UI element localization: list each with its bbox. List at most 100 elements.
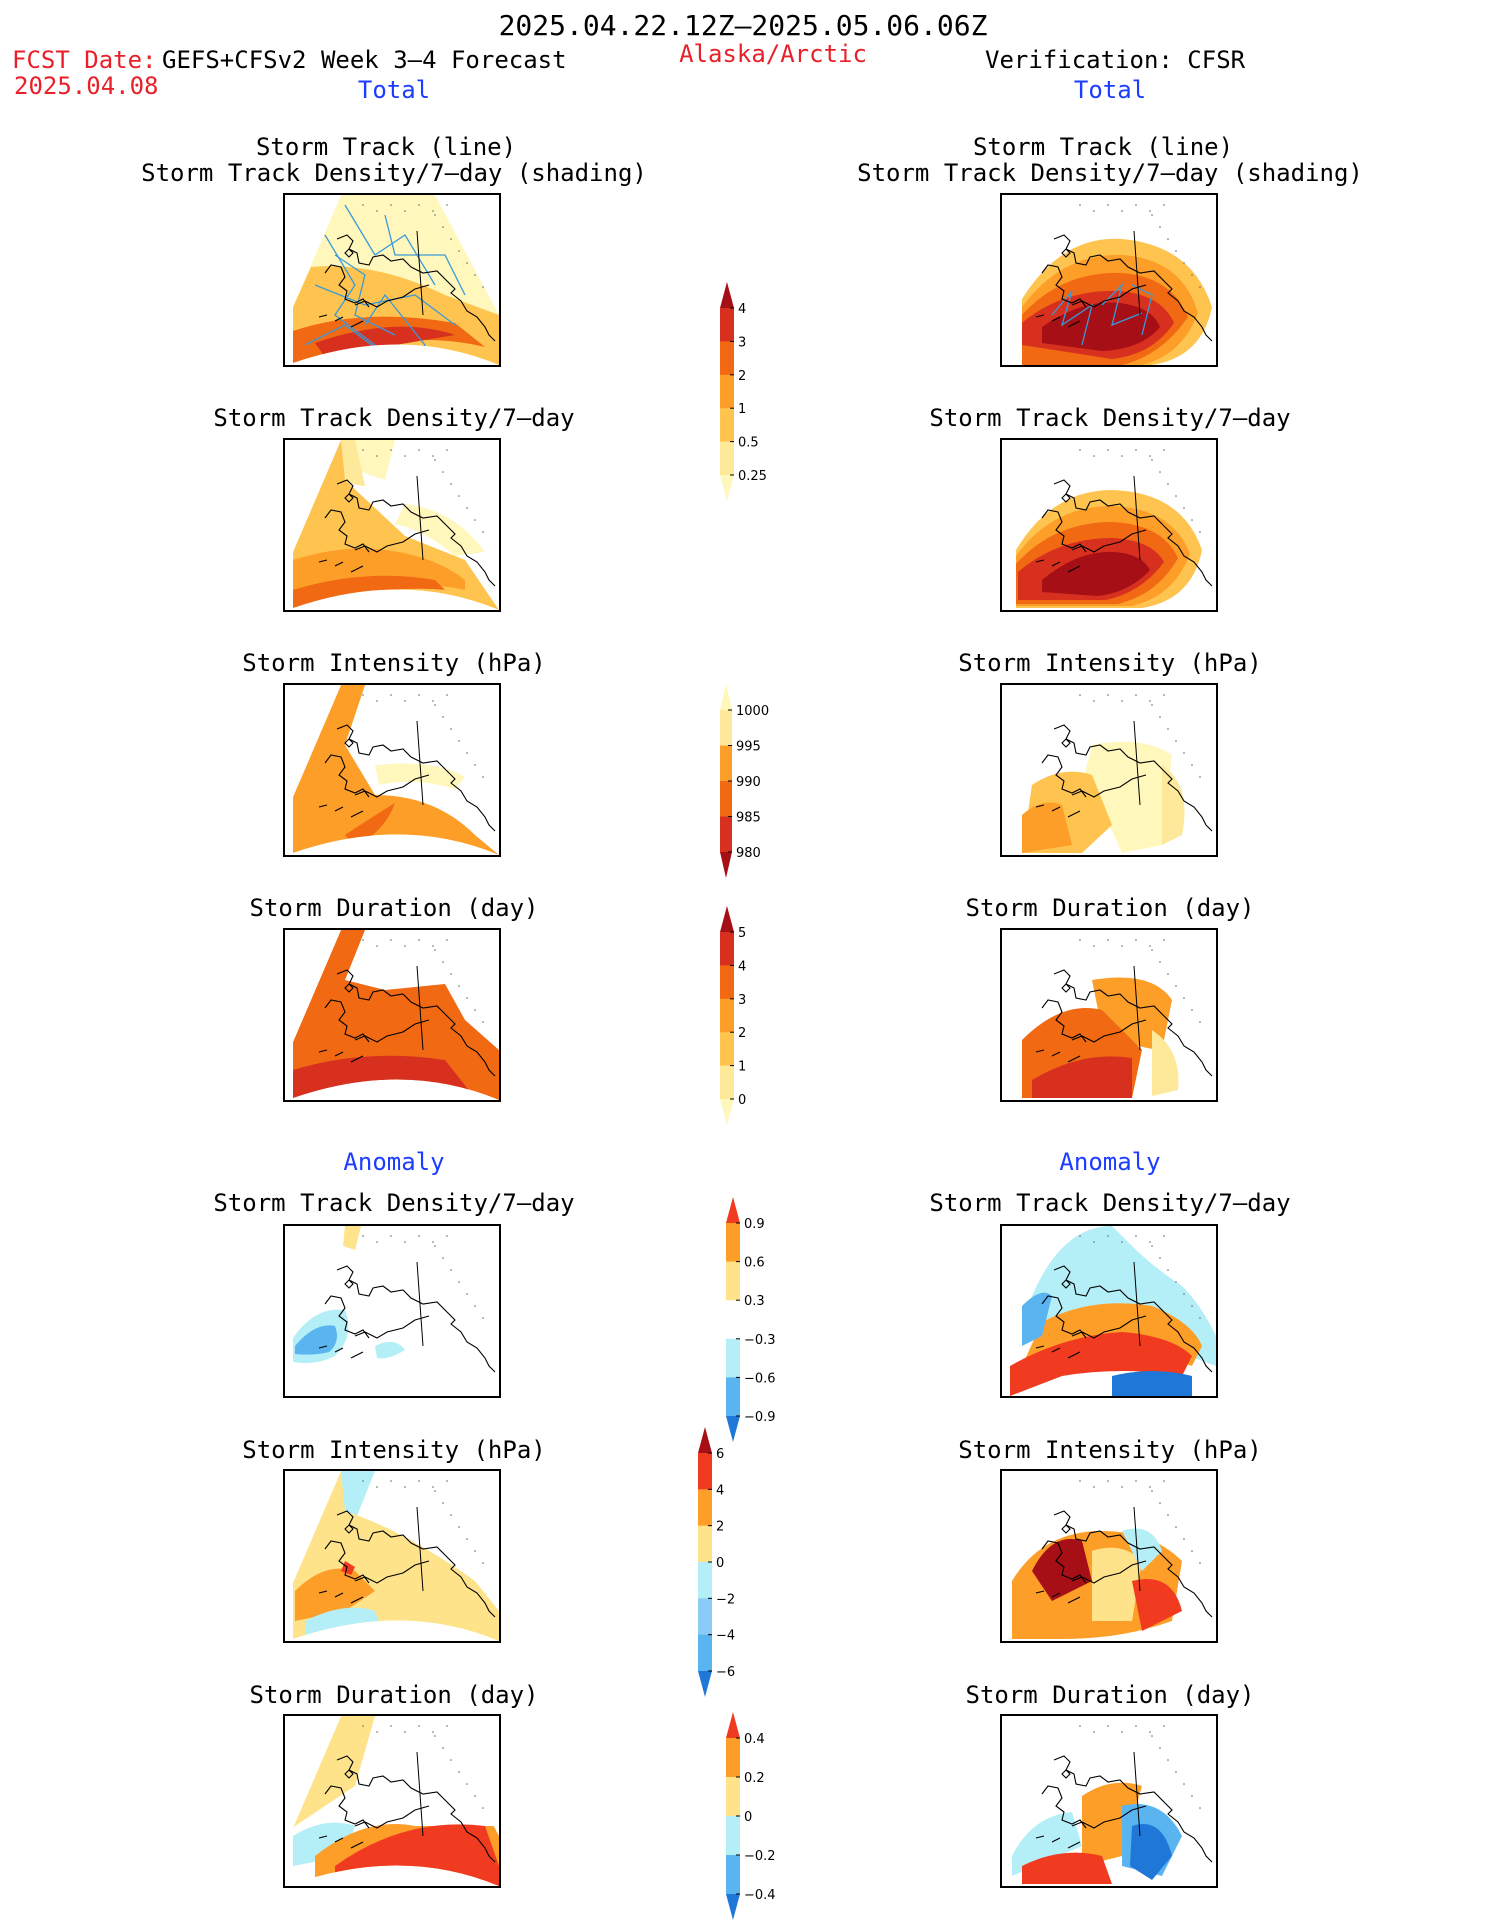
colorbar-segment: [726, 1300, 740, 1340]
map-shade: [293, 1716, 375, 1828]
map-canvas: [1022, 939, 1213, 1098]
grid-dot: [376, 1731, 378, 1733]
colorbar-tick-label: 2: [716, 1520, 724, 1535]
grid-dot: [446, 449, 448, 451]
map-canvas: [293, 1716, 499, 1886]
grid-dot: [418, 449, 420, 451]
grid-dot: [1183, 997, 1185, 999]
grid-dot: [1093, 1241, 1095, 1243]
colorbar-segment: [726, 1261, 740, 1301]
grid-dot: [1175, 495, 1177, 497]
alaska-canada-border: [416, 965, 424, 1051]
grid-dot: [418, 1480, 420, 1482]
grid-dot: [474, 1305, 476, 1307]
map-field: [1016, 490, 1202, 608]
grid-dot: [1121, 1486, 1123, 1488]
grid-dot: [1121, 1731, 1123, 1733]
storm-track-line: [1101, 282, 1143, 327]
map-shade: [1130, 1824, 1172, 1880]
grid-dot: [1175, 1771, 1177, 1773]
grid-dot: [1163, 939, 1165, 941]
fcst-model: GEFS+CFSv2 Week 3–4 Forecast: [162, 46, 567, 74]
grid-dot: [1175, 985, 1177, 987]
map-shade: [1092, 1547, 1142, 1621]
grid-dot: [442, 1747, 444, 1749]
colorbar-top-arrow: [726, 1197, 740, 1223]
grid-dot: [1151, 1490, 1153, 1492]
grid-dot: [390, 204, 392, 206]
grid-dot: [1159, 716, 1161, 718]
map-shade: [375, 763, 465, 789]
grid-dot: [1149, 1241, 1151, 1243]
map-duration-anomaly-forecast: [283, 1714, 501, 1888]
grid-dot: [1079, 449, 1081, 451]
title-duration-anom-right: Storm Duration (day): [965, 1681, 1255, 1709]
alaska-canada-border: [1133, 1506, 1141, 1592]
grid-dot: [458, 495, 460, 497]
grid-dot: [432, 1241, 434, 1243]
grid-dot: [1151, 704, 1153, 706]
grid-dot: [482, 1807, 484, 1809]
colorbar-bottom-arrow: [698, 1671, 712, 1697]
colorbar-tick-label: 985: [736, 811, 761, 826]
grid-dot: [1183, 507, 1185, 509]
map-field: [1012, 1528, 1182, 1639]
grid-dot: [432, 700, 434, 702]
grid-dot: [434, 214, 436, 216]
map-shade: [343, 1226, 361, 1250]
colorbar-segment: [720, 932, 734, 966]
grid-dot: [1093, 1486, 1095, 1488]
map-field: [293, 1716, 499, 1886]
title-track-line-right: Storm Track (line): [972, 133, 1234, 161]
colorbar-tick-label: 3: [738, 993, 746, 1008]
map-shade: [1010, 1332, 1192, 1396]
total-label-left: Total: [357, 76, 431, 104]
grid-dot: [450, 728, 452, 730]
grid-dot: [1079, 694, 1081, 696]
grid-dot: [418, 204, 420, 206]
grid-dot: [1107, 449, 1109, 451]
grid-dot: [404, 1486, 406, 1488]
grid-dot: [450, 238, 452, 240]
title-intensity-anom-left: Storm Intensity (hPa): [242, 1436, 546, 1464]
grid-dot: [376, 455, 378, 457]
title-density-anom-right: Storm Track Density/7–day: [929, 1189, 1291, 1217]
grid-dot: [466, 1783, 468, 1785]
grid-dot: [1191, 1795, 1193, 1797]
alaska-canada-border: [1133, 1751, 1141, 1837]
grid-dot: [1183, 1783, 1185, 1785]
grid-dot: [442, 961, 444, 963]
grid-dot: [1199, 531, 1201, 533]
grid-dot: [1159, 1257, 1161, 1259]
map-shade: [345, 803, 395, 847]
grid-dot: [1151, 214, 1153, 216]
grid-dot: [1151, 949, 1153, 951]
map-canvas: [293, 440, 499, 610]
grid-dot: [1079, 1235, 1081, 1237]
colorbar-segment: [720, 998, 734, 1033]
colorbar-bottom-arrow: [726, 1416, 740, 1442]
grid-dot: [1167, 1514, 1169, 1516]
grid-dot: [1175, 250, 1177, 252]
map-intensity-anomaly-forecast: [283, 1469, 501, 1643]
grid-dot: [1079, 1725, 1081, 1727]
grid-dot: [466, 1538, 468, 1540]
colorbar-top-arrow: [720, 906, 734, 932]
map-canvas: [1012, 1725, 1213, 1884]
grid-dot: [418, 1235, 420, 1237]
map-shade: [1022, 1292, 1052, 1346]
grid-dot: [1159, 471, 1161, 473]
colorbar-segment: [698, 1525, 712, 1563]
grid-dot: [1191, 1305, 1193, 1307]
colorbar-tick-label: −0.4: [744, 1888, 776, 1903]
grid-dot: [458, 1526, 460, 1528]
grid-dot: [466, 997, 468, 999]
storm-track-line: [384, 214, 466, 296]
grid-dot: [1149, 700, 1151, 702]
coastline: [1035, 969, 1213, 1077]
grid-dot: [362, 1480, 364, 1482]
grid-dot: [1121, 455, 1123, 457]
grid-dot: [432, 1486, 434, 1488]
grid-dot: [1163, 1235, 1165, 1237]
colorbar-bottom-arrow: [720, 1099, 734, 1125]
